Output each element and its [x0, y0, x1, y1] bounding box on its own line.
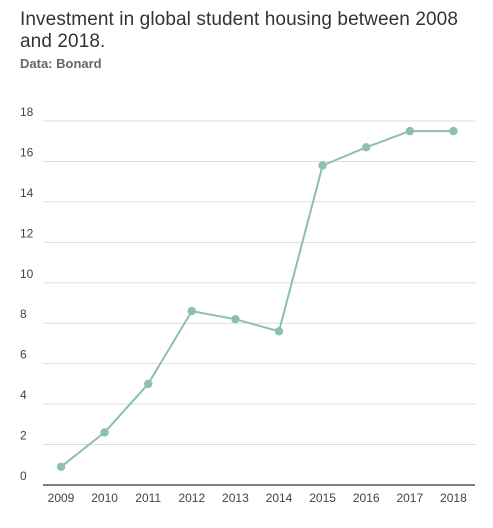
y-tick-label: 14: [20, 186, 34, 200]
grid-lines: [43, 120, 475, 486]
data-point[interactable]: [231, 314, 240, 324]
y-tick-label: 0: [20, 469, 27, 483]
x-tick-label: 2011: [135, 491, 161, 505]
series-layer: [56, 126, 458, 471]
x-tick-label: 2018: [440, 491, 467, 505]
y-tick-label: 18: [20, 105, 34, 119]
data-point[interactable]: [56, 462, 66, 471]
y-tick-label: 6: [20, 348, 27, 362]
x-tick-label: 2013: [222, 491, 249, 505]
data-point[interactable]: [362, 143, 371, 152]
x-tick-label: 2015: [309, 491, 336, 505]
x-tick-label: 2010: [91, 491, 118, 505]
x-axis-tick-labels: 2009 2010 2011 2012 2013 2014 2015 2016 2017 2018: [48, 491, 467, 505]
y-tick-label: 12: [20, 226, 34, 240]
y-tick-label: 8: [20, 307, 27, 321]
x-tick-label: 2014: [266, 491, 293, 505]
data-point[interactable]: [318, 161, 327, 170]
chart-title: Investment in global student housing bet…: [20, 9, 458, 52]
chart-subtitle: Data: Bonard: [20, 56, 102, 71]
data-point[interactable]: [100, 428, 109, 437]
data-point[interactable]: [274, 327, 284, 336]
series-line: [60, 130, 455, 468]
data-point[interactable]: [144, 379, 153, 389]
y-tick-label: 2: [20, 429, 27, 443]
y-axis-tick-labels: 0 2 4 6 8 10 12 14 16 18: [20, 105, 34, 483]
x-tick-label: 2012: [178, 491, 205, 505]
x-tick-label: 2016: [353, 491, 380, 505]
y-tick-label: 16: [20, 145, 34, 159]
y-tick-label: 10: [20, 267, 34, 281]
y-tick-label: 4: [20, 388, 27, 402]
data-point[interactable]: [187, 306, 196, 316]
data-point[interactable]: [449, 126, 458, 136]
x-tick-label: 2017: [396, 491, 423, 505]
x-tick-label: 2009: [48, 491, 75, 505]
data-point[interactable]: [405, 126, 414, 136]
